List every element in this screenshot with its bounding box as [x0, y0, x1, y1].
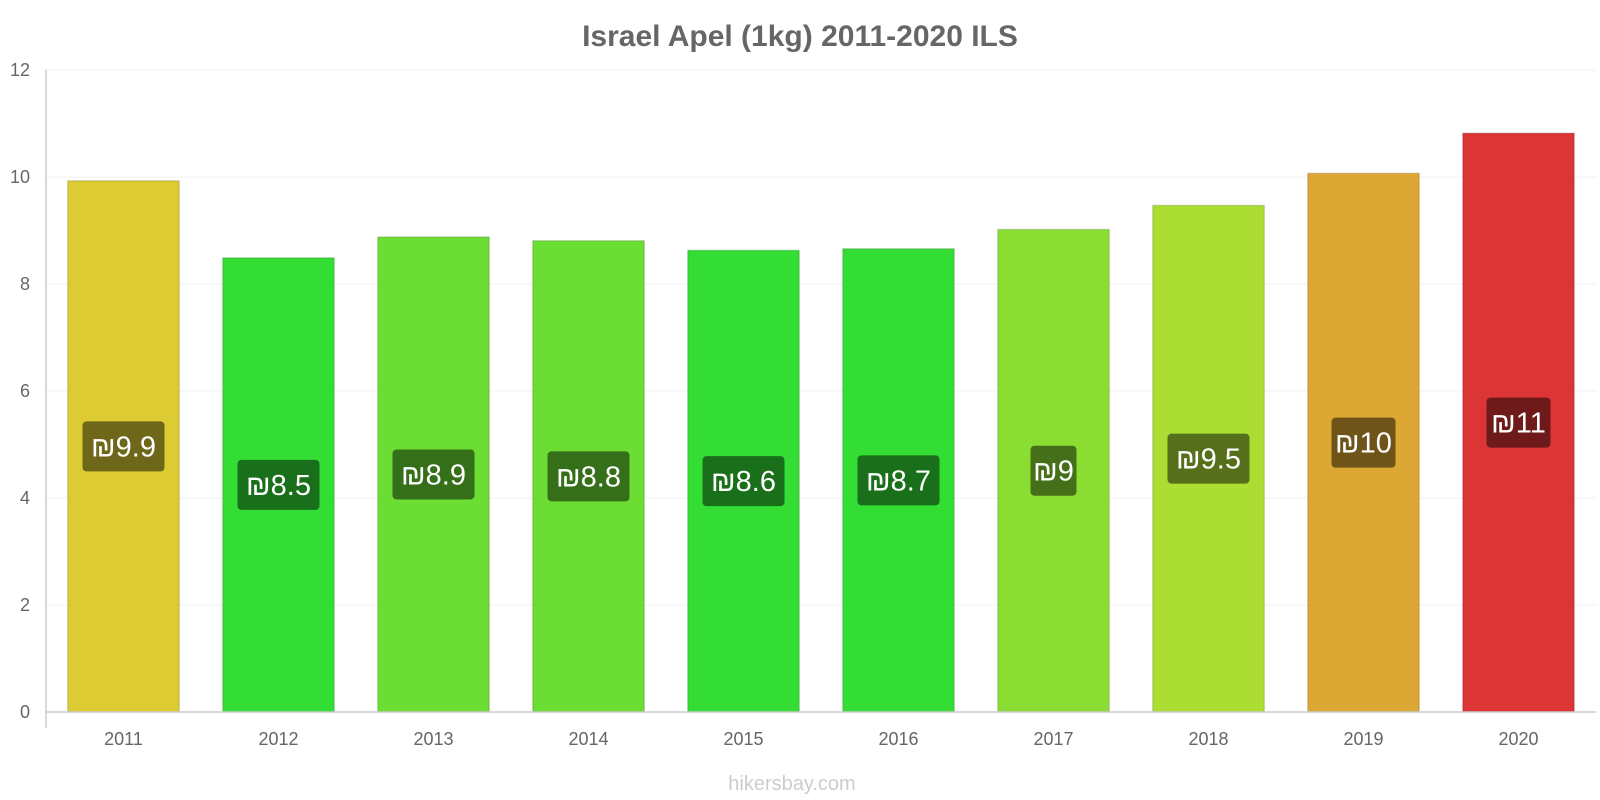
x-tick-label: 2018: [1188, 729, 1228, 749]
y-tick-label: 0: [20, 702, 30, 722]
data-label: ₪8.7: [866, 465, 931, 497]
bar-group: ₪10: [1306, 172, 1421, 713]
bar-group: ₪9.5: [1151, 204, 1266, 713]
data-label-box: [82, 421, 165, 472]
data-label: ₪8.6: [711, 466, 776, 498]
data-label: ₪9.9: [91, 431, 156, 463]
bar-group: ₪8.6: [686, 249, 801, 713]
data-label-box: [547, 451, 630, 502]
x-tick-label: 2019: [1343, 729, 1383, 749]
data-label-box: [1030, 445, 1077, 496]
bar-group: ₪8.7: [841, 247, 956, 713]
x-tick-label: 2020: [1498, 729, 1538, 749]
x-axis: 2011 2012 2013 2014 2015 2016 2017 2018 2019 2020: [46, 711, 1596, 749]
data-label-box: [1167, 433, 1250, 484]
bar-group: ₪8.9: [376, 236, 491, 713]
y-tick-label: 2: [20, 595, 30, 615]
watermark: hikersbay.com: [728, 773, 855, 795]
data-label-box: [1486, 397, 1551, 448]
y-tick-label: 6: [20, 381, 30, 401]
x-tick-label: 2013: [413, 729, 453, 749]
data-label: ₪8.5: [246, 470, 311, 502]
bar-group: ₪11: [1461, 132, 1576, 713]
y-tick-label: 12: [10, 60, 30, 80]
chart-title: Israel Apel (1kg) 2011-2020 ILS: [582, 20, 1018, 53]
data-label: ₪8.8: [556, 461, 621, 493]
data-label: ₪8.9: [401, 459, 466, 491]
bar-group: ₪9.9: [66, 179, 181, 713]
data-label: ₪11: [1491, 408, 1546, 440]
data-label-box: [392, 449, 475, 500]
y-tick-label: 8: [20, 274, 30, 294]
data-label-box: [702, 456, 785, 507]
y-axis: 0 2 4 6 8 10 12: [10, 60, 47, 728]
y-tick-label: 10: [10, 167, 30, 187]
bars: ₪9.9 ₪8.5 ₪8.9 ₪8.8 ₪8.6 ₪8.7 ₪9 ₪9.5 ₪10 ₪11: [66, 132, 1576, 713]
bar-group: ₪8.5: [221, 257, 336, 713]
y-tick-label: 4: [20, 488, 30, 508]
data-label-box: [1331, 417, 1396, 468]
data-label-box: [857, 455, 940, 506]
data-label: ₪9: [1033, 456, 1074, 488]
bar-group: ₪8.8: [531, 239, 646, 713]
x-tick-label: 2016: [878, 729, 918, 749]
data-label: ₪10: [1335, 428, 1392, 460]
data-label-box: [237, 459, 320, 510]
x-tick-label: 2011: [104, 729, 143, 749]
data-label: ₪9.5: [1176, 444, 1241, 476]
x-tick-label: 2017: [1033, 729, 1073, 749]
x-tick-label: 2014: [568, 729, 608, 749]
x-tick-label: 2012: [258, 729, 298, 749]
x-tick-label: 2015: [723, 729, 763, 749]
bar-group: ₪9: [996, 228, 1111, 713]
